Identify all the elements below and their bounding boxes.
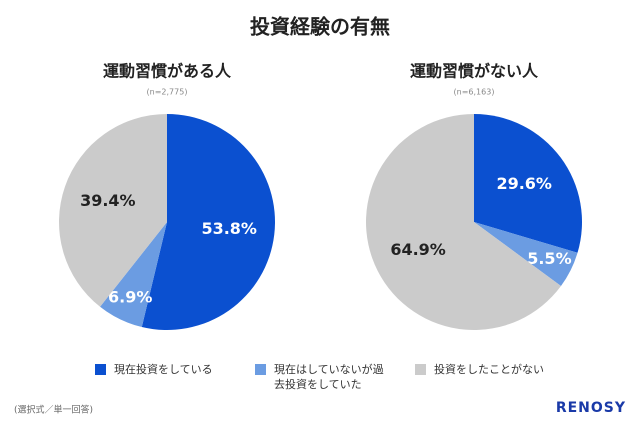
data-label: 6.9% <box>108 287 152 306</box>
chart-title: 投資経験の有無 <box>250 15 390 39</box>
pie-subtitle: (n=6,163) <box>454 88 495 97</box>
data-label: 64.9% <box>390 240 446 259</box>
note: (選択式／単一回答) <box>14 404 93 416</box>
pie-slice <box>474 114 582 253</box>
legend-swatch <box>255 364 266 375</box>
data-label: 5.5% <box>527 249 571 268</box>
pie-slice <box>59 114 168 307</box>
data-label: 53.8% <box>201 219 257 238</box>
pie-slice <box>474 222 578 287</box>
brand: RENOSY <box>556 400 626 416</box>
legend-swatch <box>95 364 106 375</box>
pie-title: 運動習慣がある人 <box>103 62 232 81</box>
legend-swatch <box>415 364 426 375</box>
legend: 現在投資をしている 現在はしていないが過去投資をしていた 投資をしたことがない <box>0 362 640 402</box>
pie-slice <box>366 114 561 330</box>
legend-label: 現在はしていないが過去投資をしていた <box>274 363 384 391</box>
legend-item: 現在投資をしている <box>95 362 224 377</box>
pie-slice <box>100 222 167 328</box>
legend-label: 投資をしたことがない <box>434 363 544 376</box>
legend-item: 投資をしたことがない <box>415 362 544 377</box>
data-label: 39.4% <box>80 191 136 210</box>
pie-subtitle: (n=2,775) <box>147 88 188 97</box>
pie-slice <box>141 114 276 330</box>
legend-item: 現在はしていないが過去投資をしていた <box>255 362 384 392</box>
legend-label: 現在投資をしている <box>114 363 213 376</box>
pie-title: 運動習慣がない人 <box>410 62 539 81</box>
data-label: 29.6% <box>496 174 552 193</box>
